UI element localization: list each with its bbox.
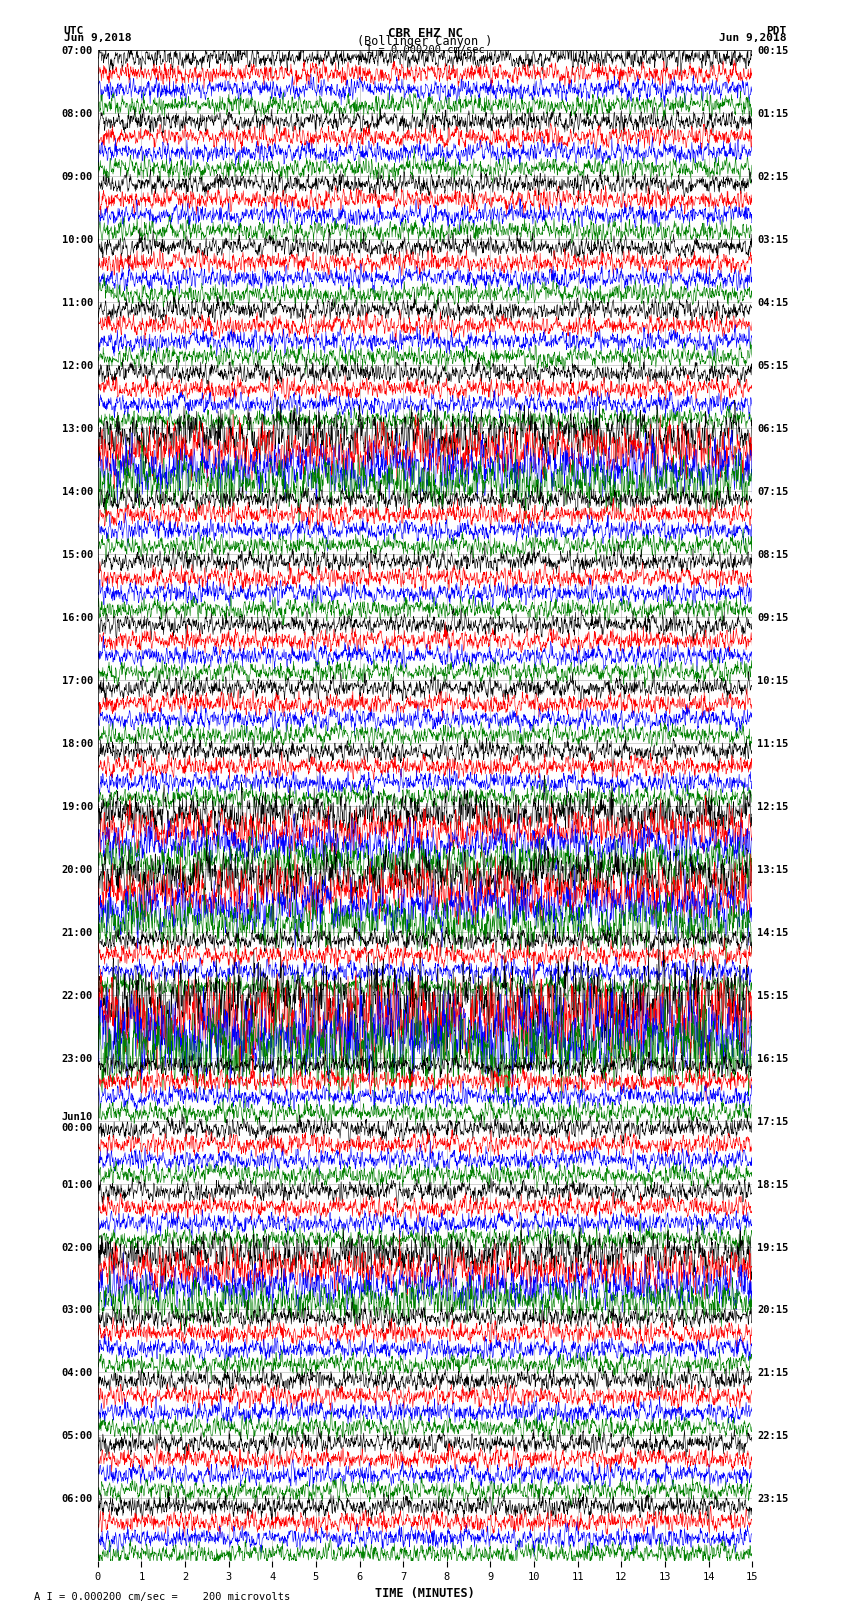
Text: PDT: PDT xyxy=(766,26,786,35)
Text: Jun 9,2018: Jun 9,2018 xyxy=(64,32,131,44)
Text: A I = 0.000200 cm/sec =    200 microvolts: A I = 0.000200 cm/sec = 200 microvolts xyxy=(34,1592,290,1602)
X-axis label: TIME (MINUTES): TIME (MINUTES) xyxy=(375,1587,475,1600)
Text: Jun 9,2018: Jun 9,2018 xyxy=(719,32,786,44)
Text: I = 0.000200 cm/sec: I = 0.000200 cm/sec xyxy=(366,45,484,55)
Text: CBR EHZ NC: CBR EHZ NC xyxy=(388,26,462,40)
Text: (Bollinger Canyon ): (Bollinger Canyon ) xyxy=(357,35,493,48)
Text: UTC: UTC xyxy=(64,26,84,35)
